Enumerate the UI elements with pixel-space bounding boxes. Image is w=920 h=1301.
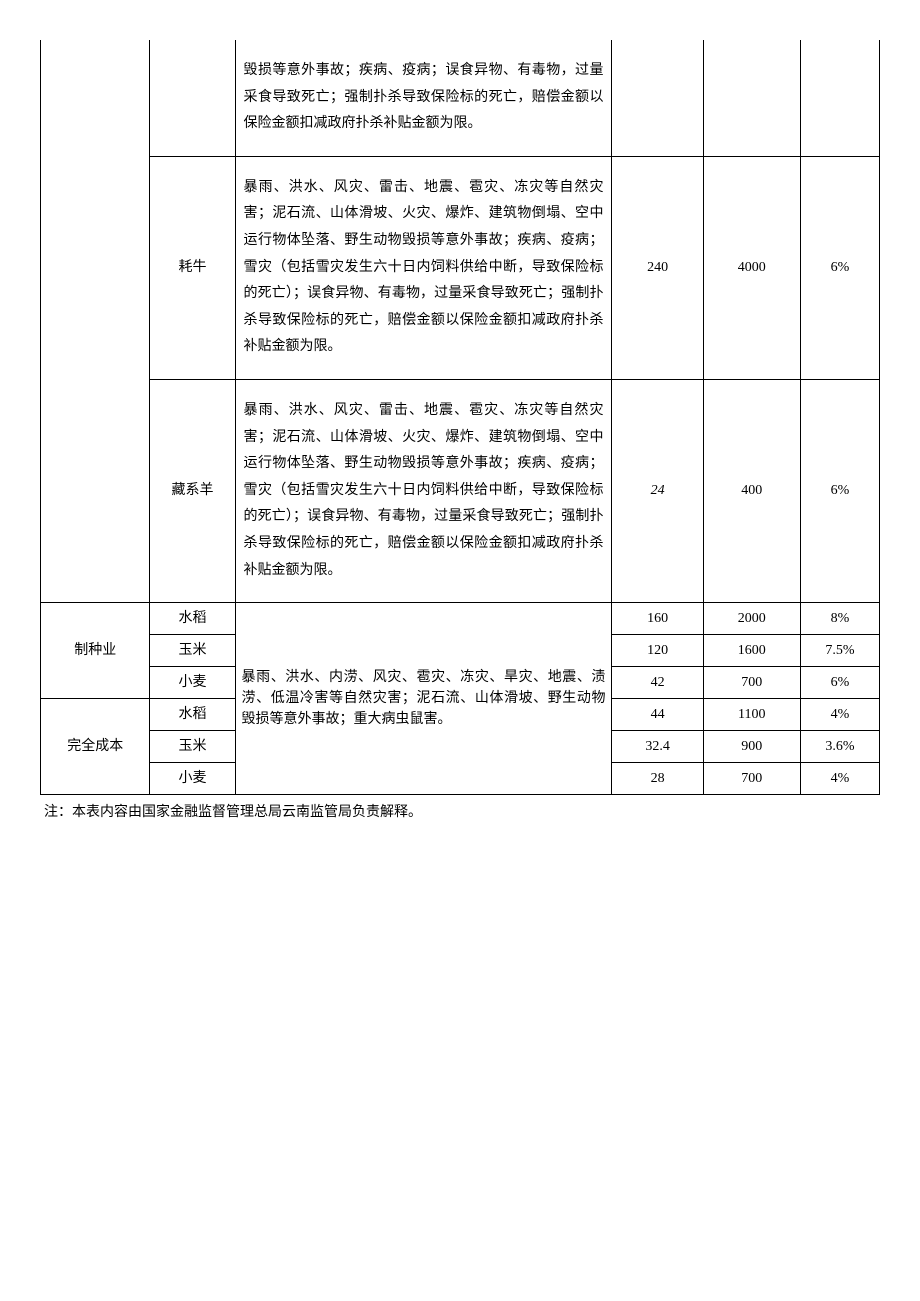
- num1-cell: 160: [612, 603, 703, 635]
- insurance-table: 毁损等意外事故；疾病、疫病；误食异物、有毒物，过量采食导致死亡；强制扑杀导致保险…: [40, 40, 880, 795]
- desc-cell: 毁损等意外事故；疾病、疫病；误食异物、有毒物，过量采食导致死亡；强制扑杀导致保险…: [235, 40, 612, 156]
- num2-cell: 2000: [703, 603, 800, 635]
- num2-cell: 4000: [703, 156, 800, 379]
- num1-cell: 44: [612, 699, 703, 731]
- num2-cell: 1100: [703, 699, 800, 731]
- num2-cell: 1600: [703, 635, 800, 667]
- num1-cell: 28: [612, 763, 703, 795]
- num3-cell: 6%: [800, 667, 879, 699]
- num3-cell: 6%: [800, 156, 879, 379]
- category-cell-seed: 制种业: [41, 603, 150, 699]
- num2-cell: 700: [703, 667, 800, 699]
- category-cell-livestock: [41, 40, 150, 603]
- item-cell: [150, 40, 235, 156]
- item-cell: 耗牛: [150, 156, 235, 379]
- item-cell: 玉米: [150, 635, 235, 667]
- num1-cell: 240: [612, 156, 703, 379]
- num3-cell: 8%: [800, 603, 879, 635]
- footnote-text: 注：本表内容由国家金融监督管理总局云南监管局负责解释。: [40, 801, 880, 821]
- num1-cell: 32.4: [612, 731, 703, 763]
- num3-cell: 7.5%: [800, 635, 879, 667]
- desc-cell-shared: 暴雨、洪水、内涝、风灾、雹灾、冻灾、旱灾、地震、渍涝、低温冷害等自然灾害；泥石流…: [235, 603, 612, 795]
- num1-cell: 120: [612, 635, 703, 667]
- category-cell-fullcost: 完全成本: [41, 699, 150, 795]
- num3-cell: 3.6%: [800, 731, 879, 763]
- num2-cell: 400: [703, 379, 800, 602]
- num1-cell: 42: [612, 667, 703, 699]
- table-row: 耗牛 暴雨、洪水、风灾、雷击、地震、雹灾、冻灾等自然灾害；泥石流、山体滑坡、火灾…: [41, 156, 880, 379]
- desc-cell: 暴雨、洪水、风灾、雷击、地震、雹灾、冻灾等自然灾害；泥石流、山体滑坡、火灾、爆炸…: [235, 379, 612, 602]
- num2-cell: 700: [703, 763, 800, 795]
- num3-cell: 6%: [800, 379, 879, 602]
- item-cell: 水稻: [150, 699, 235, 731]
- desc-cell: 暴雨、洪水、风灾、雷击、地震、雹灾、冻灾等自然灾害；泥石流、山体滑坡、火灾、爆炸…: [235, 156, 612, 379]
- item-cell: 小麦: [150, 667, 235, 699]
- item-cell: 小麦: [150, 763, 235, 795]
- num3-cell: 4%: [800, 763, 879, 795]
- item-cell: 玉米: [150, 731, 235, 763]
- num1-cell: [612, 40, 703, 156]
- table-row: 毁损等意外事故；疾病、疫病；误食异物、有毒物，过量采食导致死亡；强制扑杀导致保险…: [41, 40, 880, 156]
- num2-cell: [703, 40, 800, 156]
- num1-cell: 24: [612, 379, 703, 602]
- table-row: 藏系羊 暴雨、洪水、风灾、雷击、地震、雹灾、冻灾等自然灾害；泥石流、山体滑坡、火…: [41, 379, 880, 602]
- table-row: 制种业 水稻 暴雨、洪水、内涝、风灾、雹灾、冻灾、旱灾、地震、渍涝、低温冷害等自…: [41, 603, 880, 635]
- item-cell: 藏系羊: [150, 379, 235, 602]
- num2-cell: 900: [703, 731, 800, 763]
- num3-cell: 4%: [800, 699, 879, 731]
- item-cell: 水稻: [150, 603, 235, 635]
- num3-cell: [800, 40, 879, 156]
